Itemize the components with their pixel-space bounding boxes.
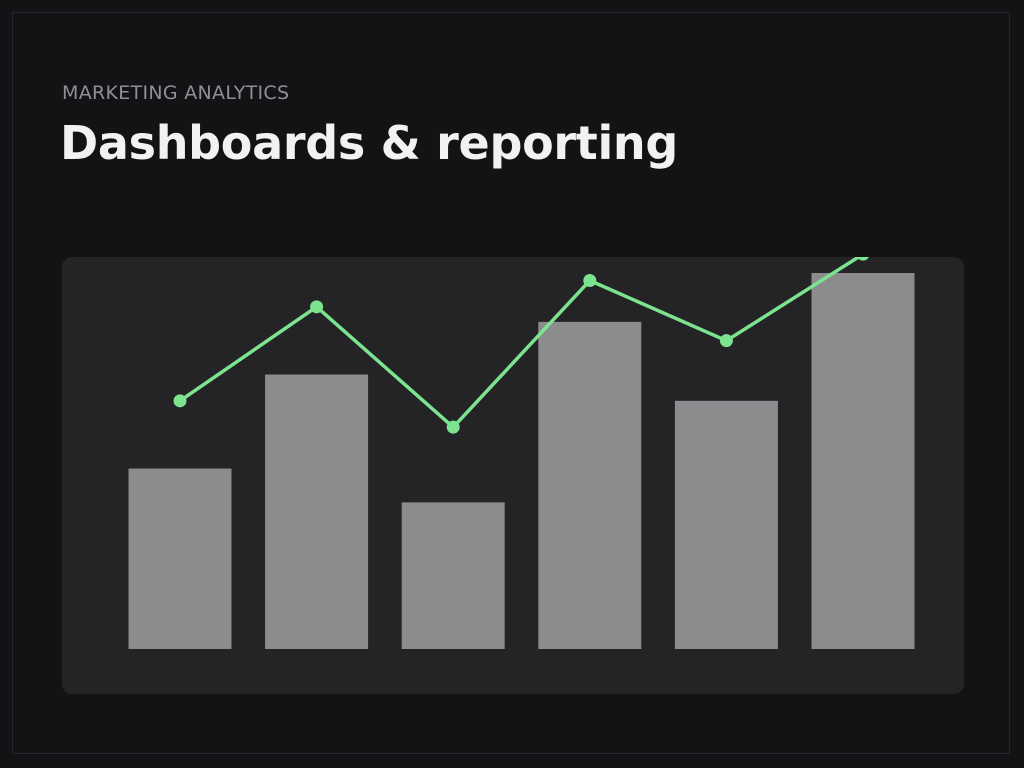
trend-point-5 [719, 334, 733, 348]
trend-point-4 [583, 274, 597, 288]
bar-3 [401, 502, 505, 649]
chart-panel [62, 257, 964, 694]
trend-point-3 [446, 420, 460, 434]
bar-6 [811, 273, 915, 649]
trend-point-1 [173, 394, 187, 408]
page-title: Dashboards & reporting [60, 116, 678, 170]
combo-chart [128, 257, 915, 649]
page-frame [12, 12, 1010, 754]
trend-line [178, 257, 862, 429]
section-eyebrow: MARKETING ANALYTICS [62, 82, 290, 104]
bar-1 [128, 468, 232, 649]
trend-point-6 [857, 257, 869, 261]
trend-point-2 [310, 300, 324, 314]
bar-5 [674, 400, 778, 649]
bar-2 [265, 374, 369, 649]
bar-4 [538, 321, 642, 649]
